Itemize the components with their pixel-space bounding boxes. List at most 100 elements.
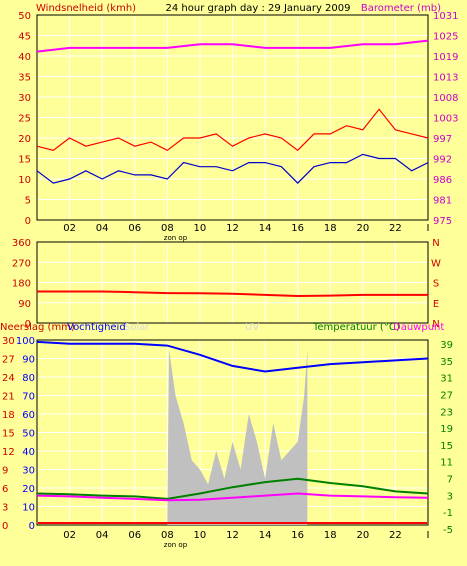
wind-x-tick: 20 (356, 223, 369, 234)
uv-label: UV (245, 322, 259, 333)
wind-x-tick: 14 (259, 223, 272, 234)
wind-axis-tick: 20 (18, 134, 31, 145)
barometer-axis-title: Barometer (mb) (361, 3, 441, 14)
humidity-axis-title: Vochtigheid (67, 322, 126, 333)
temperature-axis-tick: 19 (440, 424, 453, 435)
wind-x-tick: 12 (226, 223, 239, 234)
rain-axis-tick: 0 (2, 521, 8, 532)
temperature-axis-tick: -5 (443, 525, 453, 536)
barometer-axis-tick: 1013 (433, 73, 458, 84)
rain-axis-tick: 6 (2, 484, 8, 495)
wind-axis-tick: 25 (18, 114, 31, 125)
temperature-axis-tick: 7 (447, 475, 453, 486)
humidity-axis-tick: 60 (22, 410, 35, 421)
wind-axis-tick: 40 (18, 52, 31, 63)
humidity-axis-tick: 90 (22, 355, 35, 366)
rain-axis-tick: 24 (2, 373, 15, 384)
temperature-axis-tick: 35 (440, 357, 453, 368)
wind-axis-tick: 45 (18, 32, 31, 43)
barometer-axis-tick: 1025 (433, 32, 458, 43)
barometer-axis-tick: 997 (433, 134, 452, 145)
rain-axis-tick: 12 (2, 447, 15, 458)
wind-speed-line (36, 108, 429, 152)
rain-temp-x-tick: 22 (389, 530, 402, 541)
wind-axis-title: Windsnelheid (kmh) (36, 3, 136, 14)
wind-axis-tick: 50 (18, 11, 31, 22)
temperature-axis-tick: 3 (447, 491, 453, 502)
barometer-line (36, 39, 429, 53)
direction-axis-tick: 0 (25, 319, 31, 330)
wind-axis-tick: 15 (18, 155, 31, 166)
wind-axis-tick: 35 (18, 73, 31, 84)
humidity-axis-tick: 80 (22, 373, 35, 384)
rain-axis-tick: 21 (2, 392, 15, 403)
humidity-axis-tick: 70 (22, 392, 35, 403)
wind-x-tick: 22 (389, 223, 402, 234)
wind-x-tick: 04 (96, 223, 109, 234)
sunrise-label: zon op (164, 541, 188, 549)
humidity-axis-tick: 50 (22, 429, 35, 440)
temperature-axis-tick: 15 (440, 441, 453, 452)
humidity-line (36, 340, 429, 373)
humidity-axis-tick: 40 (22, 447, 35, 458)
dewpoint-axis-title: Dauwpunt (393, 322, 444, 333)
wind-axis-tick: 30 (18, 93, 31, 104)
temperature-axis-tick: -1 (443, 508, 453, 519)
humidity-axis-tick: 20 (22, 484, 35, 495)
barometer-axis-tick: 986 (433, 175, 452, 186)
rain-axis-title: Neerslag (mm) (0, 322, 75, 333)
direction-axis-tick: 360 (12, 238, 31, 249)
barometer-axis-tick: 975 (433, 216, 452, 227)
wind-x-tick: 16 (291, 223, 304, 234)
humidity-axis-tick: 10 (22, 503, 35, 514)
rain-axis-tick: 3 (2, 503, 8, 514)
compass-label: S (433, 279, 439, 290)
wind-x-tick: 08 (161, 223, 174, 234)
rain-axis-tick: 15 (2, 429, 15, 440)
humidity-axis-tick: 30 (22, 466, 35, 477)
temperature-axis-tick: 27 (440, 390, 453, 401)
barometer-axis-tick: 992 (433, 155, 452, 166)
humidity-axis-tick: 100 (16, 336, 35, 347)
wind-x-tick: 02 (63, 223, 76, 234)
direction-axis-tick: 270 (12, 258, 31, 269)
rain-temp-x-tick: I (427, 530, 430, 541)
rain-axis-tick: 30 (2, 336, 15, 347)
wind-x-tick: 10 (194, 223, 207, 234)
direction-axis-tick: 90 (18, 299, 31, 310)
barometer-axis-tick: 1031 (433, 11, 458, 22)
temperature-axis-tick: 39 (440, 340, 453, 351)
rain-temp-x-tick: 06 (128, 530, 141, 541)
temperature-line (36, 477, 429, 500)
wind-axis-tick: 5 (25, 196, 31, 207)
barometer-axis-tick: 1008 (433, 93, 458, 104)
wind-x-tick: 18 (324, 223, 337, 234)
rain-temp-x-tick: 10 (194, 530, 207, 541)
dewpoint-line (36, 492, 429, 502)
direction-axis-tick: 180 (12, 279, 31, 290)
rain-temp-x-tick: 16 (291, 530, 304, 541)
barometer-axis-tick: 1019 (433, 52, 458, 63)
rain-temp-x-tick: 12 (226, 530, 239, 541)
wind-x-tick: I (427, 223, 430, 234)
wind-axis-tick: 0 (25, 216, 31, 227)
rain-temp-x-tick: 02 (63, 530, 76, 541)
compass-label: N (432, 319, 439, 330)
rain-temp-x-tick: 08 (161, 530, 174, 541)
rain-axis-tick: 27 (2, 355, 15, 366)
temperature-axis-tick: 31 (440, 374, 453, 385)
sunrise-label: zon op (164, 234, 188, 242)
temperature-axis-tick: 11 (440, 458, 453, 469)
rain-temp-x-tick: 18 (324, 530, 337, 541)
compass-label: E (433, 299, 439, 310)
wind-axis-tick: 10 (18, 175, 31, 186)
solar-label: Solar (124, 322, 150, 333)
wind-x-tick: 06 (128, 223, 141, 234)
wind-average-line (36, 153, 429, 184)
temperature-axis-title: Temperatuur (°C) (312, 322, 400, 333)
chart-title: 24 hour graph day : 29 January 2009 (166, 3, 351, 14)
rain-axis-tick: 18 (2, 410, 15, 421)
rain-axis-tick: 9 (2, 466, 8, 477)
